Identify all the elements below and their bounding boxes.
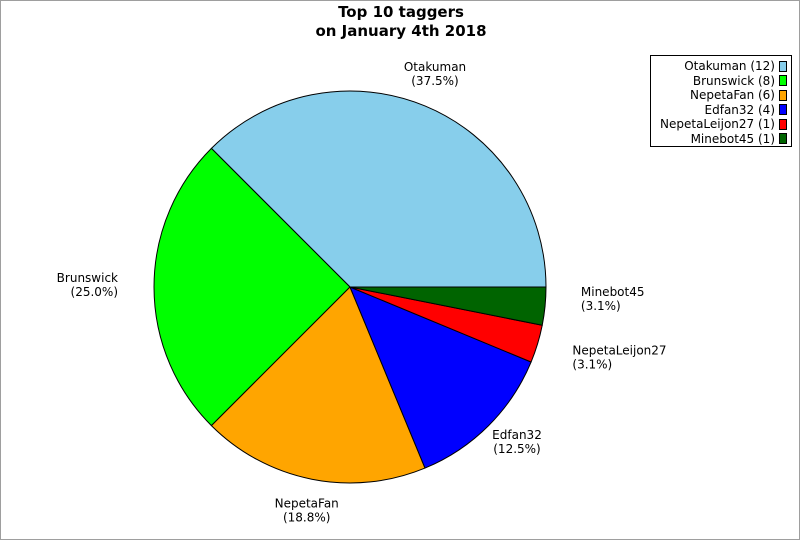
- legend-item-nepetaleijon27: NepetaLeijon27 (1): [655, 117, 787, 132]
- pie-slice-brunswick: [153, 147, 351, 427]
- slice-label-otakuman: Otakuman: [404, 60, 466, 74]
- legend: Otakuman (12) Brunswick (8) NepetaFan (6) E…: [650, 55, 792, 147]
- legend-swatch: [779, 60, 787, 72]
- legend-swatch: [779, 118, 787, 130]
- pie-slice-nepetafan: [210, 286, 426, 484]
- slice-label-nepetaleijon27: NepetaLeijon27: [572, 343, 666, 357]
- legend-item-edfan32: Edfan32 (4): [655, 103, 787, 118]
- legend-label: NepetaFan (6): [690, 88, 775, 103]
- slice-label-brunswick: Brunswick: [57, 271, 118, 285]
- slice-percent-otakuman: (37.5%): [411, 74, 458, 88]
- legend-label: Otakuman (12): [684, 59, 775, 74]
- legend-swatch: [779, 89, 787, 101]
- slice-percent-minebot45: (3.1%): [581, 299, 621, 313]
- chart-title: Top 10 taggers on January 4th 2018: [1, 3, 799, 41]
- legend-label: Brunswick (8): [692, 73, 775, 88]
- slice-label-nepetafan: NepetaFan: [275, 497, 339, 511]
- slice-percent-edfan32: (12.5%): [493, 442, 540, 456]
- legend-item-minebot45: Minebot45 (1): [655, 132, 787, 147]
- legend-swatch: [779, 104, 787, 116]
- slice-percent-brunswick: (25.0%): [71, 285, 118, 299]
- legend-swatch: [779, 75, 787, 87]
- legend-item-brunswick: Brunswick (8): [655, 74, 787, 89]
- legend-label: NepetaLeijon27 (1): [660, 117, 775, 132]
- slice-label-edfan32: Edfan32: [492, 428, 542, 442]
- pie-slice-minebot45: [349, 286, 547, 326]
- pie-slice-otakuman: [210, 90, 547, 288]
- legend-item-otakuman: Otakuman (12): [655, 59, 787, 74]
- slice-percent-nepetafan: (18.8%): [283, 511, 330, 525]
- chart-title-line-2: on January 4th 2018: [315, 22, 487, 40]
- legend-label: Minebot45 (1): [690, 131, 775, 146]
- slice-label-minebot45: Minebot45: [581, 285, 645, 299]
- legend-swatch: [779, 133, 787, 145]
- slice-percent-nepetaleijon27: (3.1%): [572, 357, 612, 371]
- legend-label: Edfan32 (4): [704, 102, 775, 117]
- chart-title-line-1: Top 10 taggers: [338, 3, 464, 21]
- pie-slice-edfan32: [349, 286, 532, 469]
- legend-item-nepetafan: NepetaFan (6): [655, 88, 787, 103]
